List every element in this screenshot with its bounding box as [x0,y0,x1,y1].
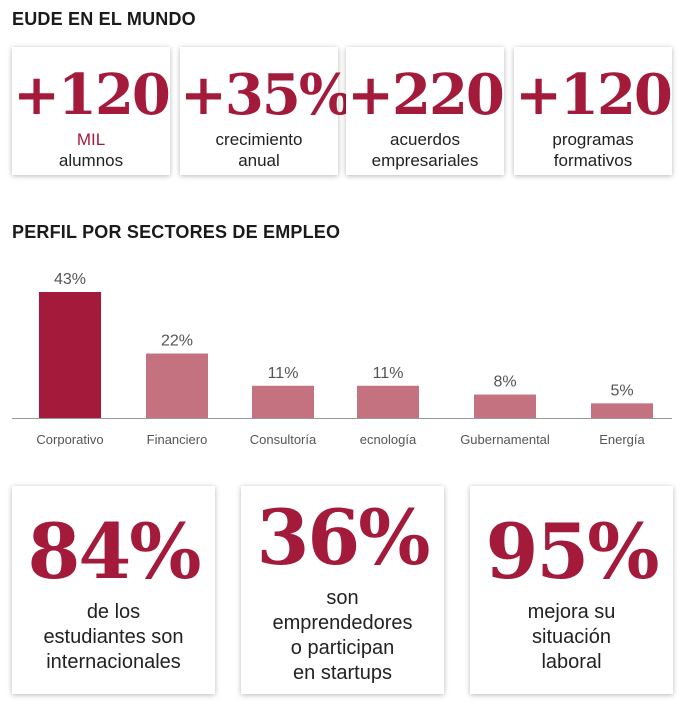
stat-label: acuerdos [390,130,460,149]
stat-label-line: situación [532,626,611,648]
stat-value: 36% [256,493,431,582]
section-title-sectors: PERFIL POR SECTORES DE EMPLEO [12,222,341,242]
stat-label-line: estudiantes son [43,626,184,648]
stat-label-line: de los [86,601,141,623]
stat-label: crecimiento [215,130,303,149]
bar-value-label: 43% [54,271,86,288]
stat-card-international: 84% de los estudiantes son internacional… [12,486,215,694]
stat-value: +120 [13,62,171,128]
stat-unit: MIL [76,130,106,149]
bar-value-label: 22% [161,333,193,350]
category-label: Corporativo [36,432,103,447]
stat-card-students: +120 MIL alumnos [12,47,171,175]
bar-0 [39,292,101,418]
stat-label-line: en startups [293,662,392,684]
stat-label-2: empresariales [371,151,479,170]
stat-label-line: o participan [290,637,395,659]
category-label: Energía [599,432,645,447]
stat-card-growth: +35% crecimiento anual [180,47,352,175]
bar-4 [474,394,536,418]
category-label: Gubernamental [460,432,550,447]
stat-label-line: laboral [541,651,602,673]
section-title-world: EUDE EN EL MUNDO [12,9,196,29]
stat-card-entrepreneurs: 36% son emprendedores o participan en st… [241,486,444,694]
stat-label-line: mejora su [527,601,616,623]
stat-card-employment: 95% mejora su situación laboral [470,486,673,694]
category-label: Financiero [147,432,208,447]
stat-value: 95% [485,507,660,596]
bar-value-label: 5% [610,382,633,399]
stat-value: +220 [347,62,505,128]
stat-label-line: son [326,587,359,609]
stat-card-agreements: +220 acuerdos empresariales [346,47,505,175]
bar-value-label: 8% [493,374,516,391]
stat-label-2: anual [238,151,280,170]
bar-value-label: 11% [373,365,404,382]
bar-5 [591,403,653,418]
stat-label: programas [552,130,634,149]
sector-bar-chart: 43% Corporativo 22% Financiero 11% Consultorí… [12,271,672,447]
bar-3 [357,385,419,418]
stat-label-line: internacionales [46,651,181,673]
stat-label: alumnos [58,151,124,170]
stat-label-2: formativos [553,151,633,170]
stat-value: +120 [515,62,673,128]
stat-value: +35% [180,62,352,128]
bar-value-label: 11% [268,365,299,382]
category-label: ecnología [360,432,417,447]
category-label: Consultoría [250,432,317,447]
bar-2 [252,385,314,418]
stat-value: 84% [27,507,202,596]
stat-label-line: emprendedores [272,612,413,634]
stat-card-programs: +120 programas formativos [514,47,673,175]
bar-1 [146,353,208,418]
